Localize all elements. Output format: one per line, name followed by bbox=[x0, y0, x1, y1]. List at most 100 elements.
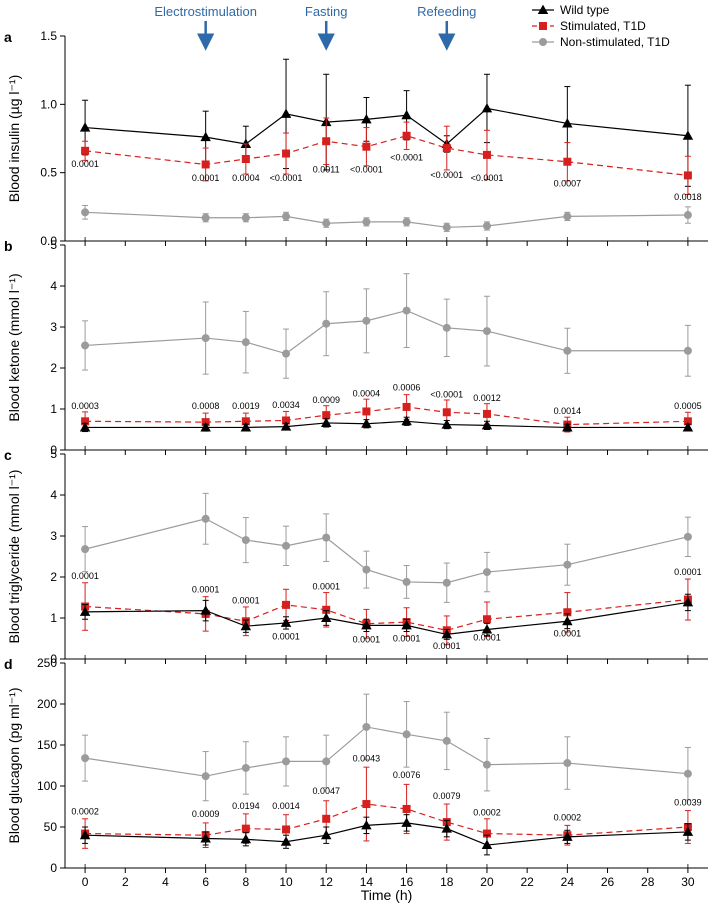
p-value-annotation: 0.0018 bbox=[674, 192, 702, 202]
p-value-annotation: 0.0019 bbox=[232, 401, 260, 411]
xtick-label: 6 bbox=[202, 875, 209, 889]
xtick-label: 4 bbox=[162, 875, 169, 889]
p-value-annotation: 0.0006 bbox=[393, 383, 421, 393]
xtick-label: 2 bbox=[122, 875, 129, 889]
xtick-label: 10 bbox=[279, 875, 293, 889]
p-value-annotation: 0.0001 bbox=[674, 567, 702, 577]
legend-label: Stimulated, T1D bbox=[560, 19, 646, 33]
p-value-annotation: 0.0002 bbox=[473, 808, 501, 818]
xtick-label: 20 bbox=[480, 875, 494, 889]
xtick-label: 12 bbox=[320, 875, 334, 889]
x-axis-label: Time (h) bbox=[361, 887, 413, 903]
series-non-stimulated,-t1d bbox=[82, 694, 692, 801]
p-value-annotation: <0.0001 bbox=[270, 173, 303, 183]
y-axis-label: Blood triglyceride (mmol l⁻¹) bbox=[6, 470, 22, 644]
figure: 0.00.51.01.5Blood insulin (µg l⁻¹)a0.000… bbox=[0, 0, 722, 908]
p-value-annotation: 0.0001 bbox=[393, 633, 421, 643]
p-value-annotation: <0.0001 bbox=[350, 165, 383, 175]
p-value-annotation: 0.0014 bbox=[554, 406, 582, 416]
xtick-label: 24 bbox=[561, 875, 575, 889]
p-value-annotation: <0.0001 bbox=[471, 173, 504, 183]
xtick-label: 8 bbox=[243, 875, 250, 889]
panel-b: 012345Blood ketone (mmol l⁻¹)b0.00030.00… bbox=[4, 238, 708, 457]
p-value-annotation: 0.0001 bbox=[554, 628, 582, 638]
series-stimulated,-t1d bbox=[82, 118, 692, 195]
ytick-label: 1 bbox=[50, 402, 57, 416]
p-value-annotation: <0.0001 bbox=[390, 152, 423, 162]
ytick-label: 3 bbox=[50, 320, 57, 334]
ytick-label: 1.0 bbox=[40, 97, 57, 111]
series-stimulated,-t1d bbox=[82, 395, 692, 432]
p-value-annotation: 0.0001 bbox=[353, 635, 381, 645]
ytick-label: 150 bbox=[37, 738, 57, 752]
ytick-label: 1.5 bbox=[40, 29, 57, 43]
p-value-annotation: <0.0001 bbox=[430, 390, 463, 400]
panel-letter: d bbox=[4, 656, 13, 672]
p-value-annotation: 0.0001 bbox=[232, 596, 260, 606]
p-value-annotation: 0.0007 bbox=[554, 178, 582, 188]
ytick-label: 0.5 bbox=[40, 166, 57, 180]
ytick-label: 250 bbox=[37, 656, 57, 670]
p-value-annotation: <0.0001 bbox=[430, 170, 463, 180]
xtick-label: 28 bbox=[641, 875, 655, 889]
series-non-stimulated,-t1d bbox=[82, 493, 692, 602]
panel-a: 0.00.51.01.5Blood insulin (µg l⁻¹)a0.000… bbox=[4, 29, 708, 248]
p-value-annotation: 0.0001 bbox=[192, 585, 220, 595]
ytick-label: 5 bbox=[50, 447, 57, 461]
xtick-label: 18 bbox=[440, 875, 454, 889]
p-value-annotation: 0.0047 bbox=[312, 786, 340, 796]
p-value-annotation: 0.0001 bbox=[473, 633, 501, 643]
p-value-annotation: 0.0076 bbox=[393, 770, 421, 780]
ytick-label: 3 bbox=[50, 529, 57, 543]
ytick-label: 5 bbox=[50, 238, 57, 252]
series-wild-type bbox=[81, 815, 693, 855]
series-wild-type bbox=[81, 59, 693, 186]
event-label: Electrostimulation bbox=[154, 4, 257, 19]
p-value-annotation: 0.0003 bbox=[71, 401, 99, 411]
series-wild-type bbox=[81, 594, 693, 639]
ytick-label: 4 bbox=[50, 488, 57, 502]
p-value-annotation: 0.0002 bbox=[554, 812, 582, 822]
p-value-annotation: 0.0001 bbox=[433, 641, 461, 651]
ytick-label: 200 bbox=[37, 697, 57, 711]
p-value-annotation: 0.0009 bbox=[192, 809, 220, 819]
ytick-label: 4 bbox=[50, 279, 57, 293]
series-stimulated,-t1d bbox=[82, 767, 692, 848]
p-value-annotation: 0.0194 bbox=[232, 801, 260, 811]
p-value-annotation: 0.0012 bbox=[473, 393, 501, 403]
ytick-label: 50 bbox=[44, 820, 58, 834]
p-value-annotation: 0.0005 bbox=[674, 401, 702, 411]
panel-d: 0501001502002500246810121416182022242628… bbox=[4, 656, 708, 889]
ytick-label: 100 bbox=[37, 779, 57, 793]
p-value-annotation: 0.0008 bbox=[192, 401, 220, 411]
panel-letter: c bbox=[4, 447, 12, 463]
series-stimulated,-t1d bbox=[82, 579, 692, 645]
p-value-annotation: 0.0039 bbox=[674, 798, 702, 808]
series-non-stimulated,-t1d bbox=[82, 205, 692, 231]
xtick-label: 0 bbox=[82, 875, 89, 889]
p-value-annotation: 0.0011 bbox=[313, 165, 340, 175]
p-value-annotation: 0.0001 bbox=[71, 159, 99, 169]
p-value-annotation: 0.0001 bbox=[192, 173, 220, 183]
y-axis-label: Blood insulin (µg l⁻¹) bbox=[6, 75, 22, 203]
panel-letter: b bbox=[4, 238, 13, 254]
panel-c: 012345Blood triglyceride (mmol l⁻¹)c0.00… bbox=[4, 447, 708, 666]
y-axis-label: Blood ketone (mmol l⁻¹) bbox=[6, 273, 22, 421]
p-value-annotation: 0.0043 bbox=[353, 753, 381, 763]
p-value-annotation: 0.0079 bbox=[433, 791, 461, 801]
series-wild-type bbox=[81, 417, 693, 432]
p-value-annotation: 0.0009 bbox=[312, 395, 340, 405]
p-value-annotation: 0.0004 bbox=[232, 173, 260, 183]
xtick-label: 26 bbox=[601, 875, 615, 889]
p-value-annotation: 0.0002 bbox=[71, 807, 99, 817]
p-value-annotation: 0.0001 bbox=[71, 571, 99, 581]
y-axis-label: Blood glucagon (pg ml⁻¹) bbox=[6, 687, 22, 843]
legend: Wild typeStimulated, T1DNon-stimulated, … bbox=[532, 3, 670, 49]
xtick-label: 22 bbox=[520, 875, 534, 889]
p-value-annotation: 0.0004 bbox=[353, 389, 381, 399]
p-value-annotation: 0.0001 bbox=[272, 631, 300, 641]
p-value-annotation: 0.0014 bbox=[272, 801, 300, 811]
event-label: Refeeding bbox=[417, 4, 476, 19]
ytick-label: 1 bbox=[50, 611, 57, 625]
p-value-annotation: 0.0001 bbox=[312, 581, 340, 591]
